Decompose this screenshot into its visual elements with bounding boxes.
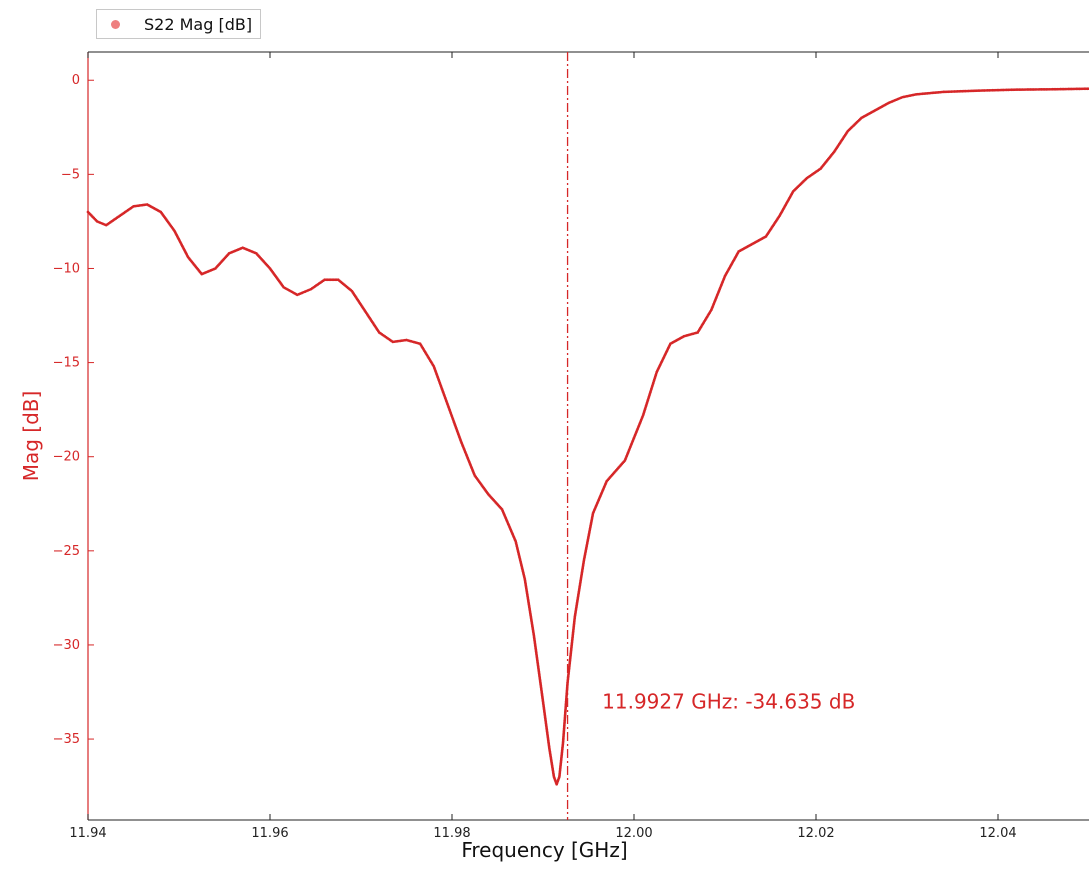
y-tick-label: −25: [53, 544, 80, 559]
legend-label: S22 Mag [dB]: [144, 14, 253, 34]
chart-legend: S22 Mag [dB]: [96, 9, 262, 39]
marker-annotation: 11.9927 GHz: -34.635 dB: [602, 689, 855, 713]
y-axis-label: Mag [dB]: [19, 391, 43, 482]
x-tick-label: 12.00: [615, 826, 652, 841]
x-axis-label: Frequency [GHz]: [461, 838, 627, 862]
x-tick-label: 11.98: [433, 826, 470, 841]
axes-layer: 11.94 11.96 11.98 12.00 12.02 12.04 0 −5 −10 −15 −…: [53, 51, 1089, 841]
x-tick-label: 12.04: [979, 826, 1016, 841]
x-tick-label: 12.02: [797, 826, 834, 841]
data-layer: [86, 52, 1089, 820]
legend-marker: [111, 19, 120, 29]
y-tick-label: −35: [53, 732, 80, 747]
y-tick-label: −20: [53, 450, 80, 465]
y-tick-label: −15: [53, 356, 80, 371]
y-tick-label: −5: [61, 167, 80, 182]
y-tick-label: −30: [53, 638, 80, 653]
y-tick-label: 0: [72, 73, 80, 88]
x-tick-label: 11.94: [69, 826, 106, 841]
x-tick-label: 11.96: [251, 826, 288, 841]
y-tick-label: −10: [53, 261, 80, 276]
